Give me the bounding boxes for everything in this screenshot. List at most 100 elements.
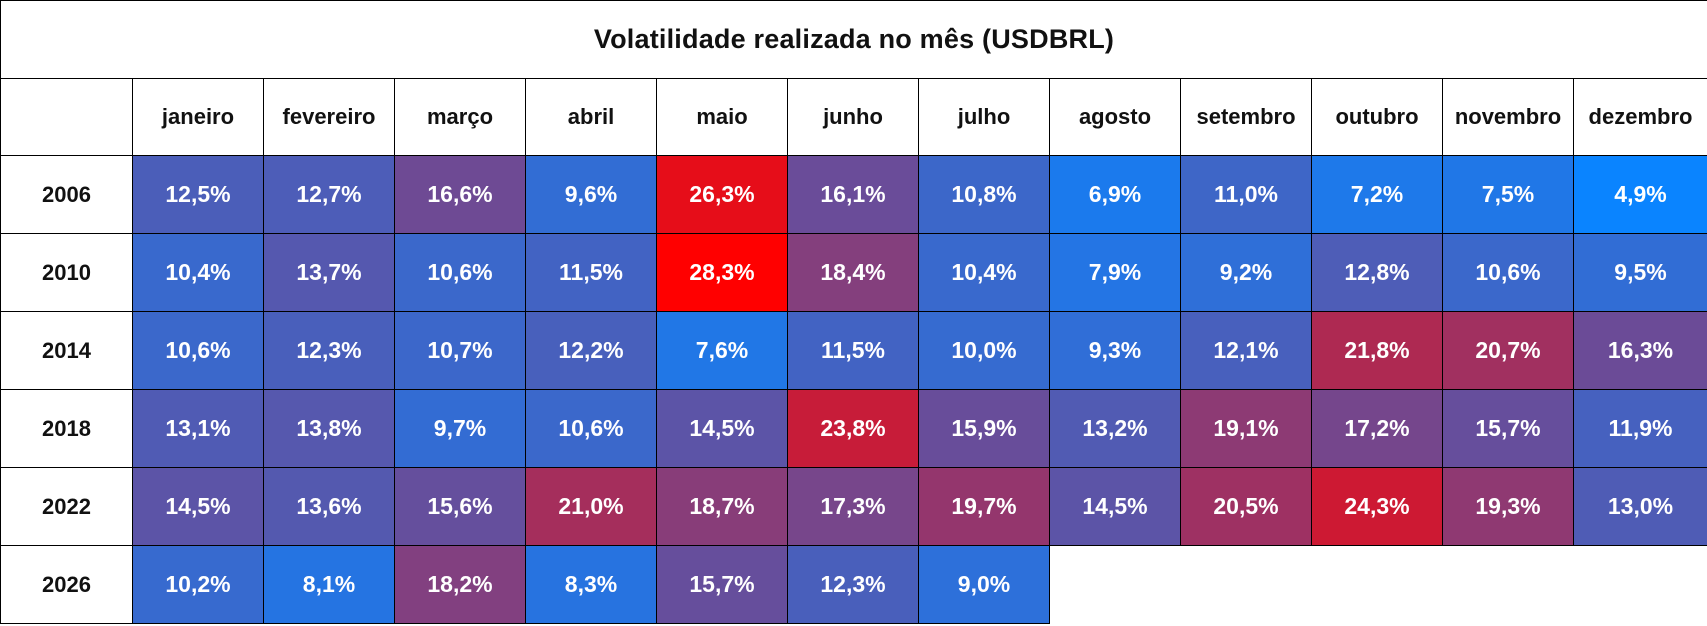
column-header-4: maio (656, 78, 788, 156)
table-row: 2026 10,2% 8,1% 18,2% 8,3% 15,7% 12,3% 9,0% (0, 545, 1707, 624)
heatmap-cell: 13,1% (132, 389, 264, 468)
heatmap-cell: 9,7% (394, 389, 526, 468)
heatmap-cell: 7,5% (1442, 155, 1574, 234)
heatmap-cell: 10,2% (132, 545, 264, 624)
heatmap-cell: 13,0% (1573, 467, 1707, 546)
heatmap-cell: 15,7% (1442, 389, 1574, 468)
empty-cell (1049, 545, 1181, 624)
row-header-year: 2010 (0, 233, 133, 312)
heatmap-cell: 14,5% (1049, 467, 1181, 546)
column-header-0: janeiro (132, 78, 264, 156)
heatmap-cell: 4,9% (1573, 155, 1707, 234)
row-header-year: 2022 (0, 467, 133, 546)
column-header-1: fevereiro (263, 78, 395, 156)
table-row: 2014 10,6% 12,3% 10,7% 12,2% 7,6% 11,5% 10,0% 9,… (0, 311, 1707, 390)
chart-title: Volatilidade realizada no mês (USDBRL) (0, 0, 1707, 79)
heatmap-cell: 24,3% (1311, 467, 1443, 546)
column-header-11: dezembro (1573, 78, 1707, 156)
column-header-5: junho (787, 78, 919, 156)
heatmap-cell: 18,2% (394, 545, 526, 624)
heatmap-cell: 15,6% (394, 467, 526, 546)
column-header-6: julho (918, 78, 1050, 156)
table-row: 2010 10,4% 13,7% 10,6% 11,5% 28,3% 18,4% 10,4% 7… (0, 233, 1707, 312)
heatmap-cell: 19,1% (1180, 389, 1312, 468)
heatmap-cell: 21,0% (525, 467, 657, 546)
column-header-2: março (394, 78, 526, 156)
heatmap-cell: 17,3% (787, 467, 919, 546)
heatmap-cell: 9,5% (1573, 233, 1707, 312)
heatmap-cell: 9,6% (525, 155, 657, 234)
heatmap-cell: 8,3% (525, 545, 657, 624)
empty-cell (1573, 545, 1707, 624)
heatmap-cell: 7,9% (1049, 233, 1181, 312)
row-header-year: 2014 (0, 311, 133, 390)
empty-cell (1442, 545, 1574, 624)
heatmap-cell: 10,4% (132, 233, 264, 312)
heatmap-cell: 6,9% (1049, 155, 1181, 234)
heatmap-cell: 13,6% (263, 467, 395, 546)
heatmap-cell: 11,9% (1573, 389, 1707, 468)
heatmap-cell: 18,7% (656, 467, 788, 546)
heatmap-cell: 9,3% (1049, 311, 1181, 390)
heatmap-cell: 14,5% (656, 389, 788, 468)
heatmap-cell: 10,0% (918, 311, 1050, 390)
column-header-3: abril (525, 78, 657, 156)
heatmap-cell: 21,8% (1311, 311, 1443, 390)
heatmap-cell: 10,6% (1442, 233, 1574, 312)
heatmap-cell: 10,6% (525, 389, 657, 468)
row-header-year: 2006 (0, 155, 133, 234)
heatmap-cell: 19,3% (1442, 467, 1574, 546)
heatmap-cell: 13,2% (1049, 389, 1181, 468)
heatmap-cell: 17,2% (1311, 389, 1443, 468)
heatmap-cell: 10,6% (132, 311, 264, 390)
table-row: 2006 12,5% 12,7% 16,6% 9,6% 26,3% 16,1% 10,8% 6,… (0, 155, 1707, 234)
heatmap-cell: 16,1% (787, 155, 919, 234)
heatmap-cell: 20,5% (1180, 467, 1312, 546)
heatmap-cell: 12,2% (525, 311, 657, 390)
heatmap-cell: 23,8% (787, 389, 919, 468)
heatmap-cell: 15,9% (918, 389, 1050, 468)
heatmap-cell: 15,7% (656, 545, 788, 624)
heatmap-cell: 26,3% (656, 155, 788, 234)
heatmap-cell: 12,7% (263, 155, 395, 234)
column-header-8: setembro (1180, 78, 1312, 156)
empty-cell (1311, 545, 1443, 624)
heatmap-cell: 9,2% (1180, 233, 1312, 312)
heatmap-cell: 7,6% (656, 311, 788, 390)
heatmap-cell: 10,4% (918, 233, 1050, 312)
empty-cell (1180, 545, 1312, 624)
column-header-10: novembro (1442, 78, 1574, 156)
heatmap-cell: 12,3% (263, 311, 395, 390)
table-row: 2018 13,1% 13,8% 9,7% 10,6% 14,5% 23,8% 15,9% 13… (0, 389, 1707, 468)
column-header-7: agosto (1049, 78, 1181, 156)
heatmap-cell: 11,0% (1180, 155, 1312, 234)
heatmap-cell: 16,6% (394, 155, 526, 234)
heatmap-cell: 10,6% (394, 233, 526, 312)
heatmap-cell: 12,8% (1311, 233, 1443, 312)
heatmap-cell: 9,0% (918, 545, 1050, 624)
heatmap-cell: 18,4% (787, 233, 919, 312)
header-corner (0, 78, 133, 156)
row-header-year: 2026 (0, 545, 133, 624)
heatmap-cell: 19,7% (918, 467, 1050, 546)
heatmap-cell: 20,7% (1442, 311, 1574, 390)
heatmap-cell: 10,8% (918, 155, 1050, 234)
heatmap-cell: 28,3% (656, 233, 788, 312)
heatmap-cell: 16,3% (1573, 311, 1707, 390)
heatmap-cell: 12,1% (1180, 311, 1312, 390)
heatmap-cell: 11,5% (787, 311, 919, 390)
heatmap-cell: 12,5% (132, 155, 264, 234)
row-header-year: 2018 (0, 389, 133, 468)
heatmap-cell: 13,7% (263, 233, 395, 312)
heatmap-cell: 7,2% (1311, 155, 1443, 234)
heatmap-cell: 14,5% (132, 467, 264, 546)
heatmap-cell: 11,5% (525, 233, 657, 312)
heatmap-cell: 8,1% (263, 545, 395, 624)
heatmap-cell: 10,7% (394, 311, 526, 390)
heatmap-cell: 13,8% (263, 389, 395, 468)
table-row: 2022 14,5% 13,6% 15,6% 21,0% 18,7% 17,3% 19,7% 1… (0, 467, 1707, 546)
heatmap-cell: 12,3% (787, 545, 919, 624)
column-header-9: outubro (1311, 78, 1443, 156)
